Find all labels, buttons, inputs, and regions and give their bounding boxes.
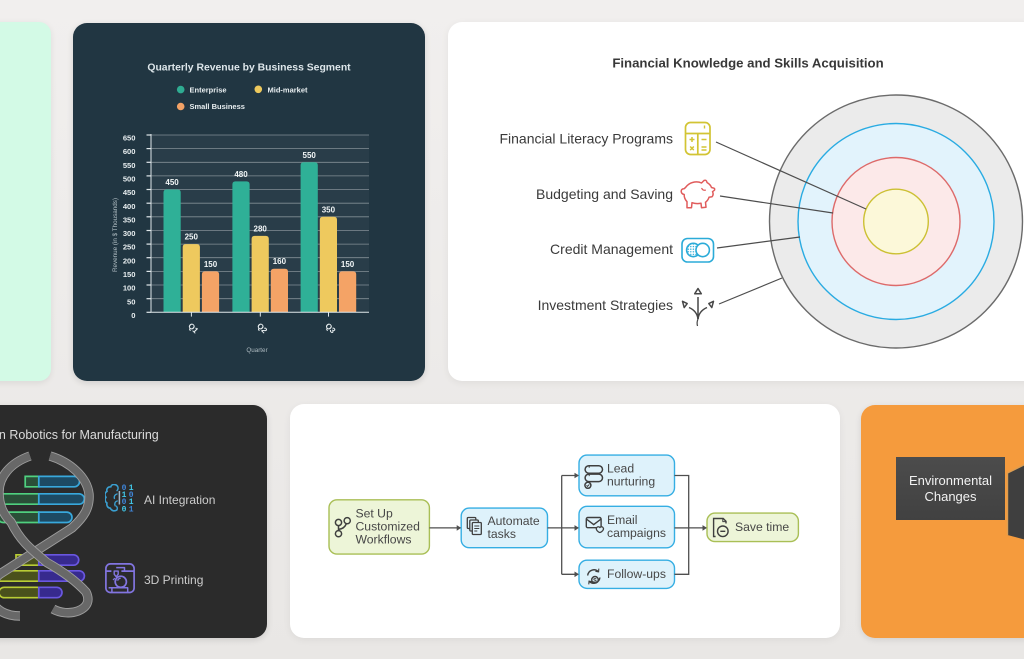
svg-text:Small Business: Small Business xyxy=(190,102,245,111)
svg-text:150: 150 xyxy=(341,260,355,269)
svg-text:1: 1 xyxy=(129,505,134,514)
svg-text:250: 250 xyxy=(185,233,199,242)
svg-text:150: 150 xyxy=(123,270,136,279)
svg-text:480: 480 xyxy=(234,170,248,179)
svg-text:Lead: Lead xyxy=(607,462,634,476)
svg-text:50: 50 xyxy=(127,297,135,306)
svg-text:400: 400 xyxy=(123,202,136,211)
svg-text:campaigns: campaigns xyxy=(607,526,666,540)
svg-text:0: 0 xyxy=(122,498,127,507)
svg-text:280: 280 xyxy=(254,224,268,233)
svg-text:250: 250 xyxy=(123,243,136,252)
svg-text:650: 650 xyxy=(123,134,136,143)
svg-text:350: 350 xyxy=(322,205,336,214)
svg-text:Q2: Q2 xyxy=(255,321,269,335)
svg-text:Workflows: Workflows xyxy=(356,533,412,547)
svg-text:1: 1 xyxy=(129,498,134,507)
svg-text:nurturing: nurturing xyxy=(607,475,655,489)
svg-text:Set Up: Set Up xyxy=(356,506,393,520)
svg-text:Mid-market: Mid-market xyxy=(268,85,309,94)
svg-text:Quarter: Quarter xyxy=(246,347,267,354)
svg-text:500: 500 xyxy=(123,175,136,184)
svg-text:1: 1 xyxy=(122,491,127,500)
svg-text:Quarterly Revenue by Business: Quarterly Revenue by Business Segment xyxy=(147,63,351,74)
svg-text:Email: Email xyxy=(607,513,637,527)
svg-text:450: 450 xyxy=(165,178,179,187)
svg-text:0: 0 xyxy=(122,484,127,493)
svg-text:150: 150 xyxy=(204,260,218,269)
svg-text:550: 550 xyxy=(303,151,317,160)
svg-text:Financial Literacy Programs: Financial Literacy Programs xyxy=(499,131,673,147)
svg-text:Customized: Customized xyxy=(356,520,420,534)
svg-text:450: 450 xyxy=(123,188,136,197)
svg-text:100: 100 xyxy=(123,284,136,293)
svg-text:600: 600 xyxy=(123,147,136,156)
svg-text:0: 0 xyxy=(122,505,127,514)
svg-text:Budgeting and Saving: Budgeting and Saving xyxy=(536,186,673,202)
svg-text:200: 200 xyxy=(123,256,136,265)
svg-text:550: 550 xyxy=(123,161,136,170)
svg-text:Q3: Q3 xyxy=(323,321,337,335)
svg-text:0: 0 xyxy=(131,311,135,320)
svg-text:$: $ xyxy=(593,577,597,584)
svg-text:1: 1 xyxy=(129,484,134,493)
svg-text:160: 160 xyxy=(273,257,287,266)
svg-text:0: 0 xyxy=(129,491,134,500)
svg-text:Enterprise: Enterprise xyxy=(190,85,227,94)
svg-text:Credit Management: Credit Management xyxy=(550,241,673,257)
svg-text:Automate: Automate xyxy=(488,514,540,528)
svg-text:Investment Strategies: Investment Strategies xyxy=(538,297,673,313)
svg-text:tasks: tasks xyxy=(488,527,516,541)
svg-text:Q1: Q1 xyxy=(186,321,200,335)
svg-text:350: 350 xyxy=(123,215,136,224)
svg-text:Follow-ups: Follow-ups xyxy=(607,567,666,581)
svg-text:300: 300 xyxy=(123,229,136,238)
svg-text:Save time: Save time xyxy=(735,520,789,534)
svg-text:Financial Knowledge and Skills: Financial Knowledge and Skills Acquisiti… xyxy=(612,56,883,71)
svg-text:Revenue (in $ Thousands): Revenue (in $ Thousands) xyxy=(112,198,119,272)
